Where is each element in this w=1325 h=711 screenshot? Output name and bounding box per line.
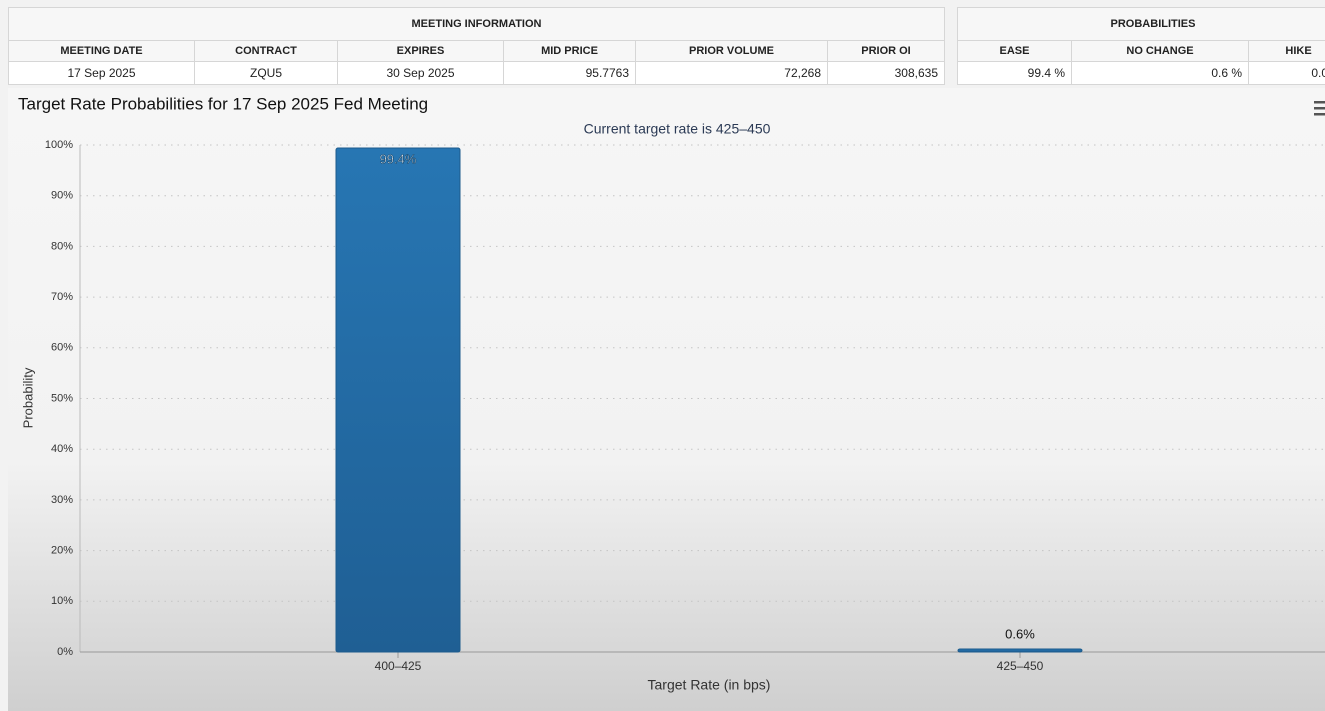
y-tick-label: 90% (51, 190, 73, 202)
column-header: NO CHANGE (1071, 40, 1249, 62)
y-tick-label: 0% (57, 646, 73, 658)
column-header: MID PRICE (503, 40, 636, 62)
x-tick-label: 400–425 (375, 659, 422, 673)
y-tick-label: 10% (51, 595, 73, 607)
cell: 308,635 (827, 61, 945, 85)
data-row: 17 Sep 2025 ZQU5 30 Sep 2025 95.7763 72,268 3… (8, 61, 945, 85)
column-header: PRIOR OI (827, 40, 945, 62)
y-tick-label: 30% (51, 494, 73, 506)
y-tick-label: 60% (51, 342, 73, 354)
table-title: MEETING INFORMATION (8, 7, 945, 41)
y-tick-label: 50% (51, 392, 73, 404)
table-title: PROBABILITIES (956, 7, 1325, 41)
bar (335, 147, 461, 653)
cell: 95.7763 (503, 61, 636, 85)
header-row: EASE NO CHANGE HIKE (957, 40, 1325, 62)
info-table: PROBABILITIES EASE NO CHANGE HIKE 99.4 % 0.6 … (956, 7, 1325, 85)
cell: 0.6 % (1071, 61, 1249, 85)
chart-background (8, 88, 1325, 711)
x-tick-label: 425–450 (997, 659, 1044, 673)
cell: 0.0 % (1247, 61, 1325, 85)
cell: 17 Sep 2025 (8, 61, 195, 85)
header-row: MEETING DATE CONTRACT EXPIRES MID PRICE PRIO… (8, 40, 945, 62)
x-axis-label: Target Rate (in bps) (648, 677, 771, 693)
column-header: PRIOR VOLUME (635, 40, 828, 62)
column-header: MEETING DATE (8, 40, 195, 62)
column-header: EXPIRES (337, 40, 504, 62)
y-tick-label: 80% (51, 240, 73, 252)
cell: 72,268 (635, 61, 828, 85)
menu-icon[interactable] (1314, 101, 1325, 116)
cell: 30 Sep 2025 (337, 61, 504, 85)
info-table: MEETING INFORMATION MEETING DATE CONTRACT E… (8, 7, 945, 85)
y-tick-label: 20% (51, 545, 73, 557)
column-header: EASE (957, 40, 1072, 62)
column-header: CONTRACT (194, 40, 338, 62)
data-label: 99.4% (380, 151, 417, 166)
column-header: HIKE (1247, 40, 1325, 62)
data-label: 0.6% (1005, 626, 1035, 641)
y-tick-label: 100% (45, 139, 73, 151)
chart-title: Target Rate Probabilities for 17 Sep 202… (18, 94, 428, 113)
y-axis-label: Probability (20, 367, 35, 428)
cell: ZQU5 (194, 61, 338, 85)
title-row: PROBABILITIES (956, 7, 1325, 41)
chart-subtitle: Current target rate is 425–450 (584, 121, 771, 137)
cell: 99.4 % (957, 61, 1072, 85)
data-row: 99.4 %0.6 %0.0 % (957, 61, 1325, 85)
y-tick-label: 40% (51, 443, 73, 455)
y-tick-label: 70% (51, 291, 73, 303)
bar (957, 648, 1083, 653)
title-row: MEETING INFORMATION (8, 7, 945, 41)
